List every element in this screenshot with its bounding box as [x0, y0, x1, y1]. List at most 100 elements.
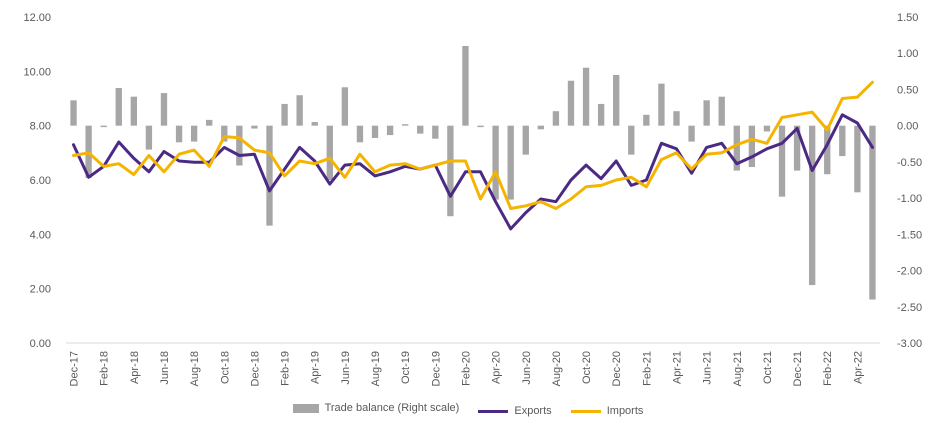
right-tick-label: 1.00: [897, 48, 918, 60]
x-tick-label: Apr-19: [310, 351, 322, 384]
trade-balance-bar: [718, 96, 725, 126]
x-tick-label: Oct-19: [400, 351, 412, 384]
imports-line: [72, 80, 874, 210]
trade-balance-bar: [582, 67, 590, 126]
right-tick-label: -1.00: [897, 193, 922, 205]
trade-balance-bar: [522, 125, 529, 155]
legend-label-trade-balance: Trade balance (Right scale): [324, 402, 460, 414]
x-tick-label: Aug-18: [189, 351, 201, 386]
trade-balance-bar: [311, 122, 318, 126]
trade-balance-bar: [869, 125, 876, 300]
trade-balance-bar: [145, 125, 153, 150]
trade-balance-bar: [386, 125, 394, 136]
trade-balance-bar: [326, 125, 333, 180]
trade-balance-bar: [356, 125, 364, 143]
x-tick-label: Feb-20: [460, 351, 472, 386]
trade-balance-bar: [341, 87, 349, 126]
trade-balance-bar: [809, 125, 816, 286]
trade-balance-bar: [462, 45, 469, 126]
right-tick-label: 0.50: [897, 84, 918, 96]
trade-balance-bar: [793, 125, 801, 171]
trade-balance-bar: [854, 125, 861, 193]
legend-item-exports: Exports: [478, 405, 552, 417]
trade-balance-bar: [658, 83, 665, 126]
trade-balance-bar: [597, 103, 605, 126]
left-tick-label: 6.00: [30, 175, 51, 187]
left-tick-label: 12.00: [23, 12, 51, 24]
trade-balance-bar: [190, 125, 198, 142]
x-tick-label: Dec-18: [249, 351, 261, 386]
trade-balance-bar: [477, 125, 484, 128]
trade-balance-bar: [839, 125, 846, 157]
trade-balance-bars: [70, 45, 876, 300]
trade-balance-bar: [492, 125, 499, 200]
x-tick-label: Oct-20: [581, 351, 593, 384]
trade-balance-bar: [507, 125, 514, 200]
x-tick-label: Aug-19: [370, 351, 382, 386]
right-tick-label: 1.50: [897, 12, 918, 24]
trade-balance-bar: [567, 80, 575, 126]
trade-balance-bar: [673, 111, 680, 126]
x-tick-label: Feb-19: [280, 351, 292, 386]
trade-balance-bar: [628, 125, 635, 155]
trade-balance-bar: [643, 114, 650, 126]
trade-balance-bar: [703, 100, 710, 126]
legend-swatch-exports: [478, 409, 509, 413]
trade-balance-bar: [552, 111, 560, 126]
x-tick-label: Jun-20: [521, 351, 533, 385]
trade-balance-bar: [824, 125, 831, 175]
trade-balance-bar: [763, 125, 771, 132]
right-tick-label: -2.00: [897, 266, 922, 278]
right-tick-label: -3.00: [897, 338, 922, 350]
trade-balance-bar: [402, 124, 409, 126]
trade-balance-bar: [266, 125, 273, 226]
x-tick-label: Feb-18: [99, 351, 111, 386]
x-tick-label: Apr-21: [672, 351, 684, 384]
x-tick-label: Jun-19: [340, 351, 352, 385]
trade-balance-bar: [432, 125, 439, 139]
trade-balance-bar: [251, 125, 258, 129]
right-tick-label: -1.50: [897, 229, 922, 241]
x-tick-label: Dec-21: [792, 351, 804, 386]
left-tick-label: 8.00: [30, 121, 51, 133]
x-tick-label: Dec-20: [611, 351, 623, 386]
x-tick-label: Oct-18: [219, 351, 231, 384]
trade-balance-bar: [748, 125, 756, 167]
trade-balance-bar: [236, 125, 243, 166]
trade-balance-bar: [447, 125, 454, 217]
left-tick-label: 4.00: [30, 229, 51, 241]
trade-balance-bar: [417, 125, 424, 134]
x-tick-label: Dec-17: [69, 351, 81, 386]
trade-balance-bar: [115, 87, 122, 126]
legend-swatch-trade-balance: [292, 403, 319, 413]
x-axis: Dec-17 Feb-18 Apr-18 Jun-18 Aug-18 Oct-18 Dec-…: [69, 351, 865, 386]
x-tick-label: Aug-20: [551, 351, 563, 386]
trade-balance-bar: [296, 95, 303, 126]
legend: Trade balance (Right scale) Exports Impo…: [0, 402, 936, 417]
trade-balance-bar: [130, 96, 137, 126]
right-tick-label: -2.50: [897, 302, 922, 314]
trade-balance-bar: [733, 125, 740, 171]
x-tick-label: Apr-18: [129, 351, 141, 384]
x-tick-label: Aug-21: [732, 351, 744, 386]
legend-item-trade-balance: Trade balance (Right scale): [292, 402, 460, 414]
x-tick-label: Feb-21: [641, 351, 653, 386]
right-tick-label: -0.50: [897, 157, 922, 169]
series-lines: [72, 80, 874, 231]
left-tick-label: 10.00: [23, 66, 51, 78]
right-axis: -3.00 -2.50 -2.00 -1.50 -1.00 -0.50 0.00 0.50 1.…: [897, 12, 922, 350]
legend-label-exports: Exports: [514, 405, 552, 417]
left-tick-label: 0.00: [30, 338, 51, 350]
trade-balance-bar: [281, 103, 288, 126]
trade-balance-bar: [175, 125, 183, 143]
trade-balance-bar: [221, 125, 228, 142]
legend-swatch-imports: [570, 409, 601, 413]
x-tick-label: Jun-18: [159, 351, 171, 385]
x-tick-label: Oct-21: [762, 351, 774, 384]
x-tick-label: Dec-19: [430, 351, 442, 386]
x-tick-label: Apr-22: [852, 351, 864, 384]
trade-balance-bar: [688, 125, 695, 142]
right-tick-label: 0.00: [897, 121, 918, 133]
trade-balance-bar: [537, 125, 544, 130]
